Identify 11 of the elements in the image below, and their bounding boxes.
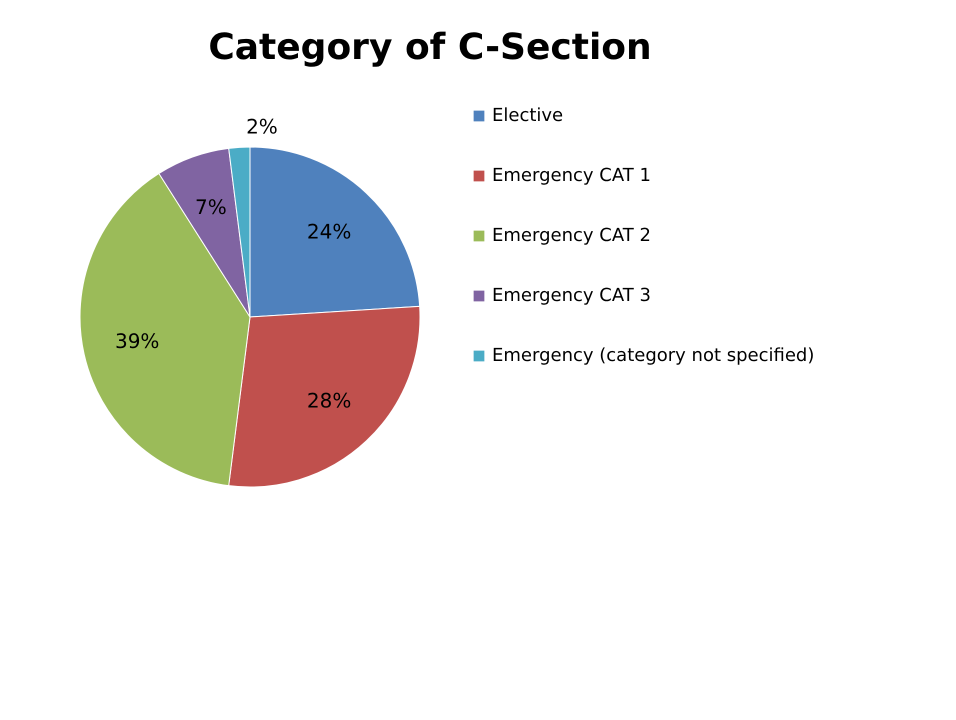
legend-label: Emergency (category not specified) [492,345,814,366]
data-label: 7% [194,195,227,220]
data-label: 24% [306,220,352,244]
data-label: 28% [306,388,352,412]
legend-label: Emergency CAT 1 [492,165,651,186]
legend-label: Emergency CAT 2 [492,225,651,246]
chart-title: Category of C-Section [208,27,652,68]
data-label: 2% [246,114,278,138]
legend-label: Elective [492,105,564,126]
legend-label: Emergency CAT 3 [492,285,651,306]
data-label: 39% [114,329,160,354]
